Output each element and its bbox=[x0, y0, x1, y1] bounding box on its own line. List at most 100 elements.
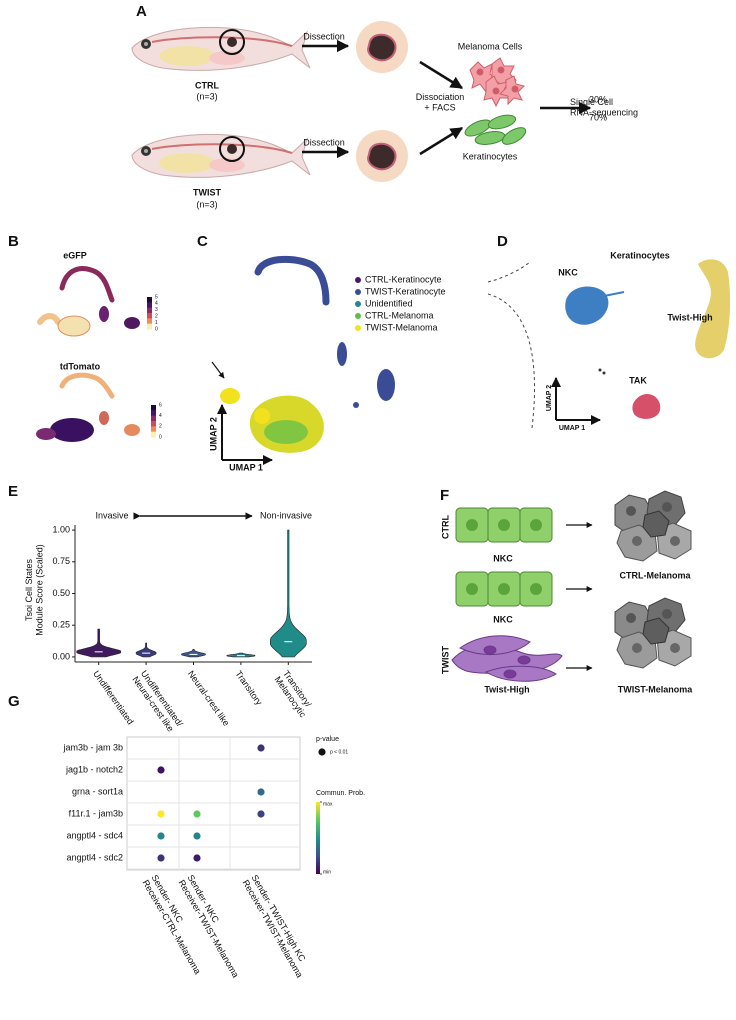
y-tick-label: 1.00 bbox=[52, 524, 70, 534]
dot bbox=[193, 854, 201, 862]
color-scale-step bbox=[147, 323, 152, 330]
connector bbox=[487, 261, 531, 283]
color-scale-label: 6 bbox=[159, 402, 162, 408]
colorbar-label: max bbox=[323, 801, 333, 807]
legend-marker bbox=[355, 277, 361, 283]
group-label: TWIST bbox=[440, 646, 450, 674]
annotation: Invasive bbox=[95, 510, 128, 520]
legend-label: Unidentified bbox=[365, 298, 413, 308]
step-label: Dissection bbox=[303, 31, 345, 41]
color-scale-label: 2 bbox=[159, 424, 162, 430]
dot bbox=[257, 788, 265, 796]
dot bbox=[157, 810, 165, 818]
x-tick-label: Transitory bbox=[233, 669, 264, 708]
axis-label: UMAP 1 bbox=[559, 425, 585, 432]
panel-label: F bbox=[440, 487, 449, 504]
y-tick-label: 0.00 bbox=[52, 651, 70, 661]
step-label: Dissociation + FACS bbox=[416, 92, 465, 112]
cell-label: NKC bbox=[493, 614, 513, 624]
color-scale-step bbox=[151, 405, 156, 411]
color-scale-step bbox=[151, 415, 156, 422]
cell bbox=[455, 507, 489, 543]
colorbar-label: min bbox=[323, 869, 331, 875]
y-axis-label: Tsoi Cell StatesModule Score (Scaled) bbox=[24, 544, 44, 636]
cell-label: CTRL-Melanoma bbox=[619, 570, 691, 580]
axis-label: UMAP 2 bbox=[546, 385, 553, 411]
x-tick-label: Neural-crest like bbox=[186, 669, 231, 728]
dot bbox=[257, 744, 265, 752]
cell bbox=[519, 507, 553, 543]
cluster-label: NKC bbox=[558, 267, 578, 277]
dot bbox=[157, 832, 165, 840]
percentage: 70% bbox=[589, 112, 607, 122]
twist-high-cells bbox=[451, 635, 563, 682]
cell bbox=[487, 571, 521, 607]
color-scale-step bbox=[147, 307, 152, 314]
color-scale-label: 2 bbox=[155, 314, 158, 320]
x-tick-label: Undifferentiated bbox=[91, 669, 136, 727]
axis-label: UMAP 2 bbox=[208, 417, 218, 451]
cell-label: Twist-High bbox=[484, 684, 529, 694]
umap-feature-egfp bbox=[37, 266, 140, 337]
color-scale-label: 0 bbox=[155, 326, 158, 332]
arrow bbox=[211, 361, 225, 379]
legend-marker bbox=[355, 313, 361, 319]
feature-title: eGFP bbox=[63, 250, 87, 260]
percentage: 30% bbox=[589, 94, 607, 104]
panel-label: G bbox=[8, 693, 20, 710]
cell-label: NKC bbox=[493, 553, 513, 563]
y-tick-label: grna - sort1a bbox=[72, 786, 123, 796]
x-tick-label: Undifferentiated/Neural-crest like bbox=[130, 669, 185, 735]
color-scale-label: 4 bbox=[155, 301, 158, 307]
dot bbox=[157, 766, 165, 774]
melanoma-cluster bbox=[614, 490, 692, 562]
y-tick-label: jag1b - notch2 bbox=[65, 764, 123, 774]
legend-label: TWIST-Keratinocyte bbox=[365, 286, 446, 296]
y-tick-label: angptl4 - sdc4 bbox=[66, 830, 123, 840]
umap-clusters bbox=[220, 255, 395, 453]
legend-marker bbox=[355, 301, 361, 307]
legend-label: CTRL-Melanoma bbox=[365, 310, 434, 320]
legend-marker bbox=[355, 289, 361, 295]
colorbar bbox=[316, 802, 320, 874]
feature-title: tdTomato bbox=[60, 361, 101, 371]
group-label: CTRL bbox=[195, 80, 219, 90]
x-tick-label: Sender- TWIST-High KCReceiver-TWIST-Mela… bbox=[240, 873, 313, 979]
y-tick-label: angptl4 - sdc2 bbox=[66, 852, 123, 862]
color-scale-label: 0 bbox=[159, 434, 162, 440]
annotation: Non-invasive bbox=[260, 510, 312, 520]
color-scale-label: 4 bbox=[159, 413, 162, 419]
dot-plot: jam3b - jam 3b jag1b - notch2 grna - sort1… bbox=[62, 736, 365, 980]
melanoma-cells bbox=[469, 57, 525, 108]
melanoma-cluster bbox=[614, 597, 692, 669]
color-scale-step bbox=[151, 431, 156, 438]
fish-ctrl bbox=[131, 26, 311, 72]
cell-label: TWIST-Melanoma bbox=[618, 684, 693, 694]
cell bbox=[487, 507, 521, 543]
panel-title: Keratinocytes bbox=[610, 250, 670, 260]
violin bbox=[270, 529, 307, 658]
cell bbox=[519, 571, 553, 607]
umap-clusters bbox=[565, 259, 731, 419]
panel-label: C bbox=[197, 233, 208, 250]
color-scale-step bbox=[147, 297, 152, 303]
cluster-label: TAK bbox=[629, 375, 647, 385]
umap-feature-tdtomato bbox=[36, 372, 140, 442]
violin bbox=[76, 628, 121, 658]
axis-label: UMAP 1 bbox=[229, 462, 263, 472]
color-scale-step bbox=[151, 426, 156, 433]
color-scale-step bbox=[151, 410, 156, 417]
y-tick-label: 0.50 bbox=[52, 588, 70, 598]
color-scale-label: 5 bbox=[155, 294, 158, 300]
legend-label: p < 0.01 bbox=[330, 749, 348, 755]
violin bbox=[226, 652, 256, 658]
tissue bbox=[355, 20, 409, 74]
cell bbox=[455, 571, 489, 607]
legend-title: Commun. Prob. bbox=[316, 790, 365, 797]
color-scale-label: 3 bbox=[155, 307, 158, 313]
violin-chart: 0.00 0.25 0.50 0.75 1.00 Tsoi Cell StatesModu… bbox=[24, 510, 313, 735]
group-n: (n=3) bbox=[196, 91, 217, 101]
fish-twist bbox=[131, 133, 311, 179]
